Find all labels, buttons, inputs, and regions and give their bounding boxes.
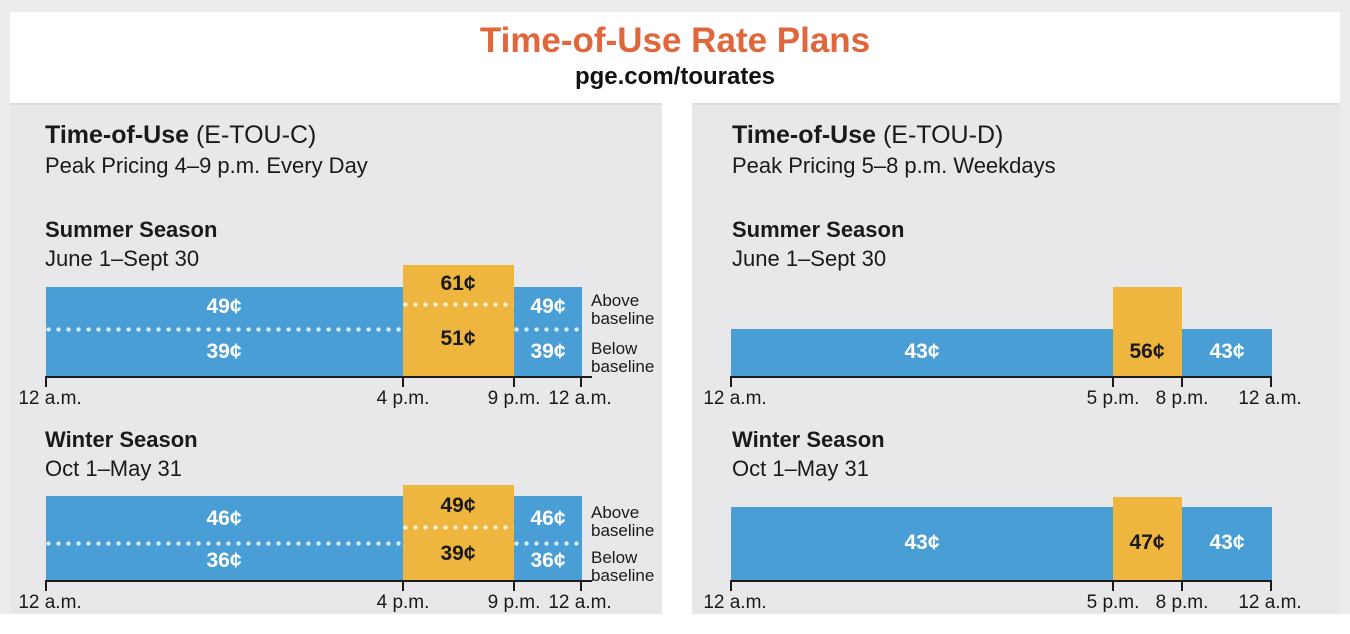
rate-label: 46¢ [206, 507, 242, 530]
axis-tick-label: 12 a.m. [18, 592, 82, 613]
baseline-dotted-line [46, 327, 403, 332]
bar-offpeak-pre [731, 329, 1113, 376]
axis-tick [730, 580, 732, 591]
bottom-margin [0, 614, 1350, 634]
bar-peak [403, 265, 514, 376]
season-title: Summer Season [732, 217, 905, 242]
rate-label: 49¢ [530, 295, 566, 318]
header: Time-of-Use Rate Plans pge.com/tourates [10, 12, 1340, 103]
rate-label: 39¢ [530, 340, 566, 363]
season-dates: Oct 1–May 31 [732, 456, 869, 481]
axis-tick [1270, 376, 1272, 387]
rate-label: 47¢ [1129, 531, 1165, 554]
axis-tick [1112, 580, 1114, 591]
rate-label: 49¢ [206, 295, 242, 318]
axis-tick-label: 12 a.m. [548, 388, 612, 409]
time-axis [46, 376, 592, 378]
time-axis [731, 580, 1272, 582]
season-title: Summer Season [45, 217, 218, 242]
rate-label: 43¢ [1209, 531, 1245, 554]
above-baseline-label: Above baseline [591, 503, 655, 540]
season-title: Winter Season [732, 427, 885, 452]
axis-tick-label: 12 a.m. [703, 388, 767, 409]
axis-tick [730, 376, 732, 387]
rate-label: 51¢ [440, 327, 476, 350]
rate-label: 39¢ [206, 340, 242, 363]
axis-tick [402, 580, 404, 591]
axis-tick [513, 376, 515, 387]
season-title: Winter Season [45, 427, 198, 452]
panel-etouc: Time-of-Use (E-TOU-C) Peak Pricing 4–9 p… [10, 103, 662, 614]
below-baseline-label: Below baseline [591, 548, 655, 585]
axis-tick [1181, 376, 1183, 387]
axis-tick-label: 9 p.m. [487, 592, 541, 613]
baseline-dotted-line [514, 541, 582, 546]
rate-label: 61¢ [440, 272, 476, 295]
axis-tick [513, 580, 515, 591]
plan-subtitle: Peak Pricing 5–8 p.m. Weekdays [732, 153, 1056, 178]
season-dates: Oct 1–May 31 [45, 456, 182, 481]
plan-subtitle: Peak Pricing 4–9 p.m. Every Day [45, 153, 368, 178]
pge-url: pge.com/tourates [574, 63, 776, 90]
page-title: Time-of-Use Rate Plans [479, 21, 871, 60]
axis-tick-label: 12 a.m. [18, 388, 82, 409]
panel-etoud: Time-of-Use (E-TOU-D) Peak Pricing 5–8 p… [692, 103, 1340, 614]
bar-offpeak-pre [731, 507, 1113, 580]
axis-tick-label: 9 p.m. [487, 388, 541, 409]
baseline-dotted-line [46, 541, 403, 546]
axis-tick [402, 376, 404, 387]
rate-label: 43¢ [904, 531, 940, 554]
plan-title-etoud: Time-of-Use (E-TOU-D) [732, 121, 1003, 150]
time-axis [46, 580, 592, 582]
baseline-dotted-line [403, 302, 514, 307]
baseline-dotted-line [403, 525, 514, 530]
axis-tick [580, 580, 582, 591]
axis-tick-label: 8 p.m. [1155, 388, 1209, 409]
rate-label: 46¢ [530, 507, 566, 530]
rate-label: 49¢ [440, 494, 476, 517]
bar-offpeak-pre [46, 496, 403, 580]
axis-tick-label: 12 a.m. [1238, 388, 1302, 409]
bar-peak [1113, 497, 1182, 580]
below-baseline-label: Below baseline [591, 339, 655, 376]
rate-label: 36¢ [530, 549, 566, 572]
rate-label: 43¢ [904, 340, 940, 363]
axis-tick-label: 8 p.m. [1155, 592, 1209, 613]
axis-tick-label: 5 p.m. [1086, 388, 1140, 409]
axis-tick-label: 12 a.m. [703, 592, 767, 613]
bar-peak [1113, 287, 1182, 376]
rate-label: 39¢ [440, 542, 476, 565]
panel-divider [662, 103, 692, 614]
bar-peak [403, 485, 514, 580]
plan-code: (E-TOU-C) [195, 121, 317, 149]
axis-tick-label: 4 p.m. [376, 388, 430, 409]
axis-tick-label: 12 a.m. [1238, 592, 1302, 613]
rate-label: 56¢ [1129, 340, 1165, 363]
axis-tick [1112, 376, 1114, 387]
axis-tick [45, 376, 47, 387]
rate-label: 43¢ [1209, 340, 1245, 363]
axis-tick [45, 580, 47, 591]
axis-tick [1181, 580, 1183, 591]
plan-title-etouc: Time-of-Use (E-TOU-C) [45, 121, 316, 150]
bar-offpeak-post [514, 496, 582, 580]
rate-label: 36¢ [206, 549, 242, 572]
plan-code: (E-TOU-D) [882, 121, 1004, 149]
axis-tick [1270, 580, 1272, 591]
bar-offpeak-post [1182, 329, 1272, 376]
plan-name: Time-of-Use [45, 121, 190, 149]
above-baseline-label: Above baseline [591, 291, 655, 328]
baseline-dotted-line [514, 327, 582, 332]
season-dates: June 1–Sept 30 [732, 246, 887, 271]
axis-tick [580, 376, 582, 387]
plan-name: Time-of-Use [732, 121, 877, 149]
time-axis [731, 376, 1272, 378]
bar-offpeak-post [1182, 507, 1272, 580]
axis-tick-label: 4 p.m. [376, 592, 430, 613]
axis-tick-label: 12 a.m. [548, 592, 612, 613]
season-dates: June 1–Sept 30 [45, 246, 200, 271]
axis-tick-label: 5 p.m. [1086, 592, 1140, 613]
